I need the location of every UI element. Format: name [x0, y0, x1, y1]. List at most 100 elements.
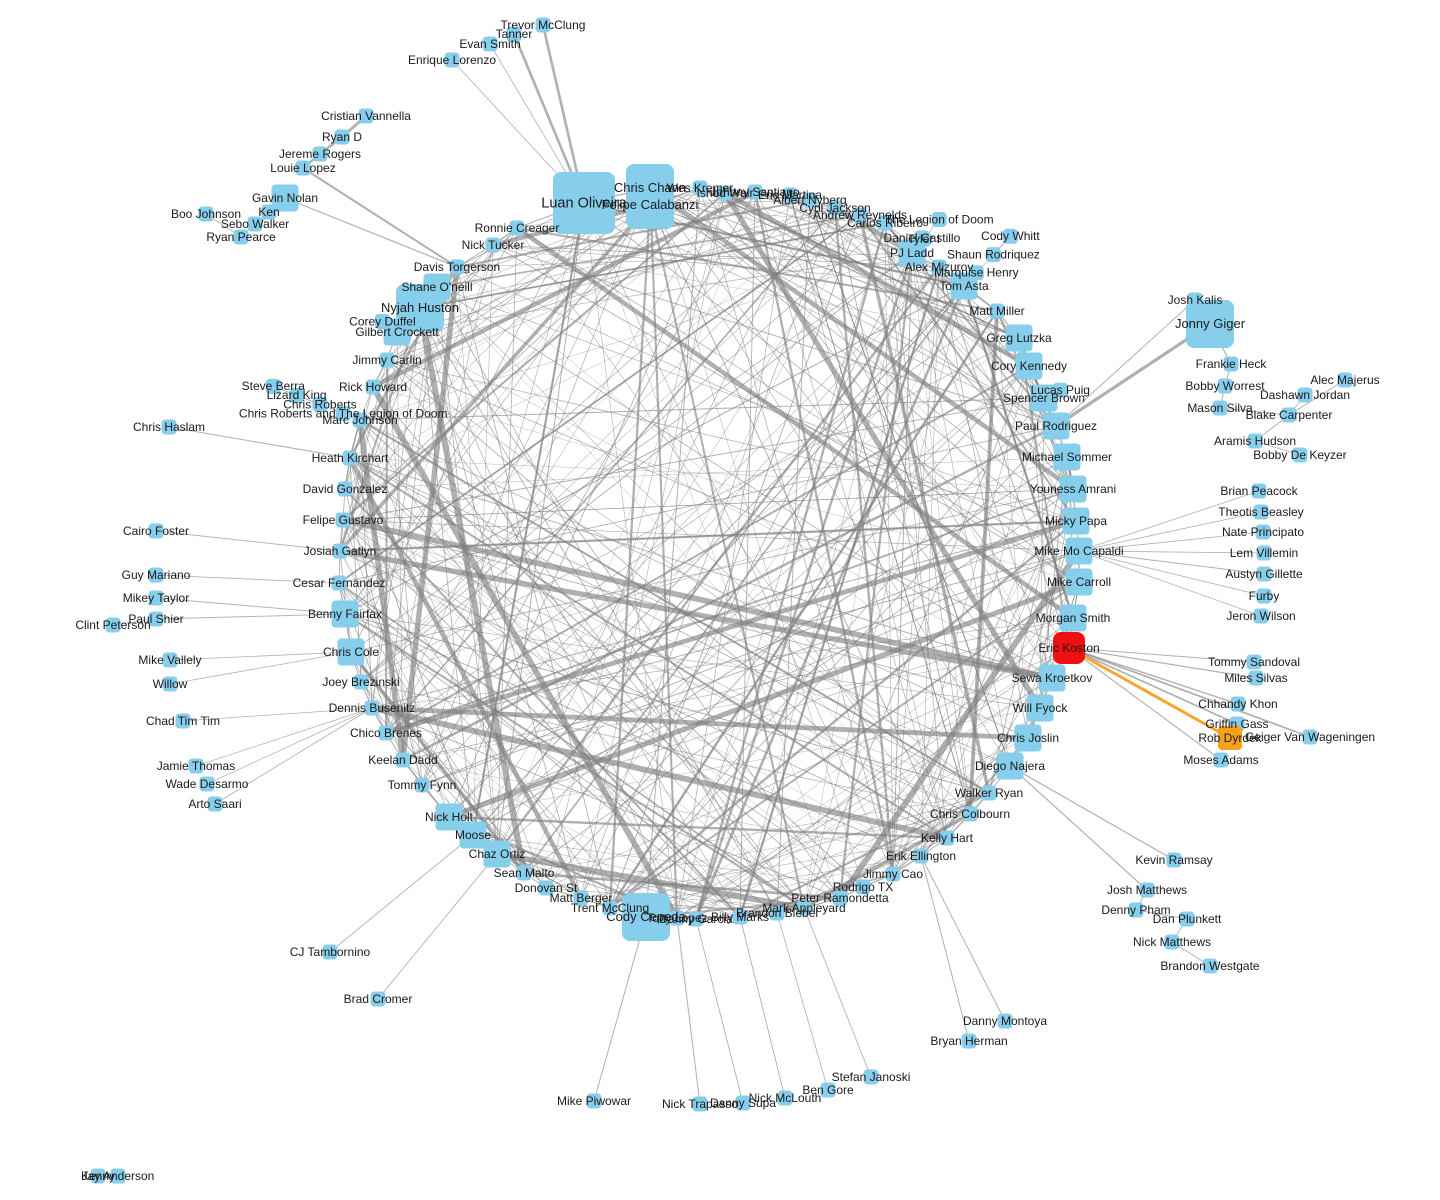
svg-text:Donovan St: Donovan St: [515, 881, 578, 895]
svg-text:Chris Joslin: Chris Joslin: [997, 731, 1059, 745]
svg-text:Evan Smith: Evan Smith: [459, 37, 520, 51]
svg-text:Diego Najera: Diego Najera: [975, 759, 1045, 773]
svg-text:Frankie Heck: Frankie Heck: [1196, 357, 1268, 371]
svg-text:Nate Principato: Nate Principato: [1222, 525, 1304, 539]
svg-text:Rick Howard: Rick Howard: [339, 380, 407, 394]
svg-text:Davis Torgerson: Davis Torgerson: [414, 260, 500, 274]
svg-text:Greg Lutzka: Greg Lutzka: [986, 331, 1052, 345]
svg-text:Dan Plunkett: Dan Plunkett: [1153, 912, 1222, 926]
svg-text:Miles Silvas: Miles Silvas: [1224, 671, 1287, 685]
svg-text:Gavin Nolan: Gavin Nolan: [252, 191, 318, 205]
svg-text:Felipe Calabanzi: Felipe Calabanzi: [602, 197, 699, 212]
svg-text:Theotis Beasley: Theotis Beasley: [1218, 505, 1303, 519]
svg-text:Mike Carroll: Mike Carroll: [1047, 575, 1111, 589]
svg-text:Chris Haslam: Chris Haslam: [133, 420, 205, 434]
svg-text:Chico Brenes: Chico Brenes: [350, 726, 422, 740]
svg-text:Tommy Sandoval: Tommy Sandoval: [1208, 655, 1300, 669]
svg-text:Lem Villemin: Lem Villemin: [1230, 546, 1298, 560]
svg-text:Griffin Gass: Griffin Gass: [1205, 717, 1268, 731]
svg-text:Ryan D: Ryan D: [322, 130, 362, 144]
svg-text:Eric Koston: Eric Koston: [1038, 641, 1099, 655]
svg-text:Josiah Gatlyn: Josiah Gatlyn: [304, 544, 377, 558]
svg-text:David Gonzalez: David Gonzalez: [303, 482, 388, 496]
svg-text:Michael Sommer: Michael Sommer: [1022, 450, 1112, 464]
svg-text:Steve Berra: Steve Berra: [242, 379, 306, 393]
svg-text:Mike Piwowar: Mike Piwowar: [557, 1094, 631, 1108]
svg-text:Paul Rodriguez: Paul Rodriguez: [1015, 419, 1097, 433]
svg-text:Tommy Fynn: Tommy Fynn: [388, 778, 457, 792]
svg-text:Cory Kennedy: Cory Kennedy: [991, 359, 1067, 373]
svg-text:Enrique Lorenzo: Enrique Lorenzo: [408, 53, 496, 67]
svg-text:Kevin Ramsay: Kevin Ramsay: [1135, 853, 1212, 867]
svg-text:Willow: Willow: [153, 677, 188, 691]
svg-text:Mike Mo Capaldi: Mike Mo Capaldi: [1034, 544, 1123, 558]
svg-text:Danny Montoya: Danny Montoya: [963, 1014, 1047, 1028]
svg-text:Corey Duffel: Corey Duffel: [349, 314, 415, 328]
svg-text:Micky Papa: Micky Papa: [1045, 514, 1107, 528]
svg-text:Marquise Henry: Marquise Henry: [934, 266, 1019, 280]
svg-text:Moses Adams: Moses Adams: [1183, 753, 1258, 767]
svg-text:Chris Colbourn: Chris Colbourn: [930, 807, 1010, 821]
svg-text:Chris Cole: Chris Cole: [323, 645, 379, 659]
svg-text:Sewa Kroetkov: Sewa Kroetkov: [1012, 671, 1093, 685]
svg-text:Tom Asta: Tom Asta: [939, 279, 989, 293]
svg-text:Cairo Foster: Cairo Foster: [123, 524, 189, 538]
svg-text:Nyjah Huston: Nyjah Huston: [381, 300, 459, 315]
svg-text:Ben Gore: Ben Gore: [802, 1083, 854, 1097]
svg-text:Aramis Hudson: Aramis Hudson: [1214, 434, 1296, 448]
svg-text:Brad Cromer: Brad Cromer: [344, 992, 413, 1006]
svg-text:Boo Johnson: Boo Johnson: [171, 207, 241, 221]
svg-text:Jeron Wilson: Jeron Wilson: [1226, 609, 1295, 623]
svg-text:Louie Lopez: Louie Lopez: [270, 161, 335, 175]
svg-text:The Legion of Doom: The Legion of Doom: [885, 212, 994, 226]
svg-text:Josh Matthews: Josh Matthews: [1107, 883, 1187, 897]
svg-text:Walker Ryan: Walker Ryan: [955, 786, 1023, 800]
svg-text:Mikey Taylor: Mikey Taylor: [123, 591, 189, 605]
svg-text:PJ Ladd: PJ Ladd: [890, 246, 934, 260]
svg-text:Stefan Janoski: Stefan Janoski: [832, 1070, 911, 1084]
svg-text:Clint Peterson: Clint Peterson: [75, 618, 150, 632]
svg-text:Shaun Rodriquez: Shaun Rodriquez: [947, 247, 1040, 261]
svg-text:Joey Brezinski: Joey Brezinski: [322, 675, 399, 689]
svg-text:Jimmy Carlin: Jimmy Carlin: [352, 353, 421, 367]
svg-text:Guy Mariano: Guy Mariano: [122, 568, 191, 582]
svg-text:CJ Tambornino: CJ Tambornino: [290, 945, 371, 959]
svg-text:Rob Dyrdek: Rob Dyrdek: [1198, 731, 1262, 745]
svg-text:Morgan Smith: Morgan Smith: [1036, 611, 1111, 625]
svg-text:Cody Whitt: Cody Whitt: [981, 229, 1040, 243]
svg-text:Bryan Herman: Bryan Herman: [930, 1034, 1007, 1048]
svg-text:Chhandy Khon: Chhandy Khon: [1198, 697, 1277, 711]
svg-text:Nick Matthews: Nick Matthews: [1133, 935, 1211, 949]
svg-text:Dennis Busenitz: Dennis Busenitz: [329, 701, 416, 715]
svg-text:Brandon Westgate: Brandon Westgate: [1160, 959, 1260, 973]
svg-text:Josh Kalis: Josh Kalis: [1168, 293, 1223, 307]
svg-text:Ryan Pearce: Ryan Pearce: [206, 230, 276, 244]
svg-text:Moose: Moose: [455, 828, 491, 842]
svg-text:Mason Silva: Mason Silva: [1187, 401, 1253, 415]
svg-text:Bobby Worrest: Bobby Worrest: [1185, 379, 1265, 393]
svg-text:Sean Malto: Sean Malto: [494, 866, 555, 880]
svg-text:Geiger Van Wageningen: Geiger Van Wageningen: [1245, 730, 1375, 744]
svg-text:Nick Tucker: Nick Tucker: [462, 238, 525, 252]
svg-text:Cesar Fernandez: Cesar Fernandez: [293, 576, 386, 590]
svg-text:Felipe Gustavo: Felipe Gustavo: [303, 513, 384, 527]
svg-text:Nick Holt: Nick Holt: [425, 810, 474, 824]
svg-text:Jonny Giger: Jonny Giger: [1175, 316, 1246, 331]
svg-text:Shane O'neill: Shane O'neill: [401, 280, 472, 294]
svg-text:Jimmy Cao: Jimmy Cao: [863, 867, 923, 881]
svg-text:Lucas Puig: Lucas Puig: [1031, 383, 1090, 397]
svg-text:Brian Peacock: Brian Peacock: [1220, 484, 1298, 498]
svg-text:Austyn Gillette: Austyn Gillette: [1225, 567, 1303, 581]
svg-text:Kelly Hart: Kelly Hart: [921, 831, 974, 845]
svg-text:Erik Ellington: Erik Ellington: [886, 849, 956, 863]
svg-text:Benny Fairfax: Benny Fairfax: [308, 607, 382, 621]
svg-text:Chaz Ortiz: Chaz Ortiz: [469, 847, 526, 861]
svg-text:Dashawn Jordan: Dashawn Jordan: [1260, 388, 1350, 402]
svg-text:Jereme Rogers: Jereme Rogers: [279, 147, 361, 161]
svg-text:Youness Amrani: Youness Amrani: [1030, 482, 1116, 496]
svg-text:Blake Carpenter: Blake Carpenter: [1246, 408, 1333, 422]
svg-text:Arto Saari: Arto Saari: [188, 797, 241, 811]
svg-text:Wade Desarmo: Wade Desarmo: [166, 777, 249, 791]
svg-text:Matt Miller: Matt Miller: [969, 304, 1024, 318]
svg-text:Cristian Vannella: Cristian Vannella: [321, 109, 411, 123]
